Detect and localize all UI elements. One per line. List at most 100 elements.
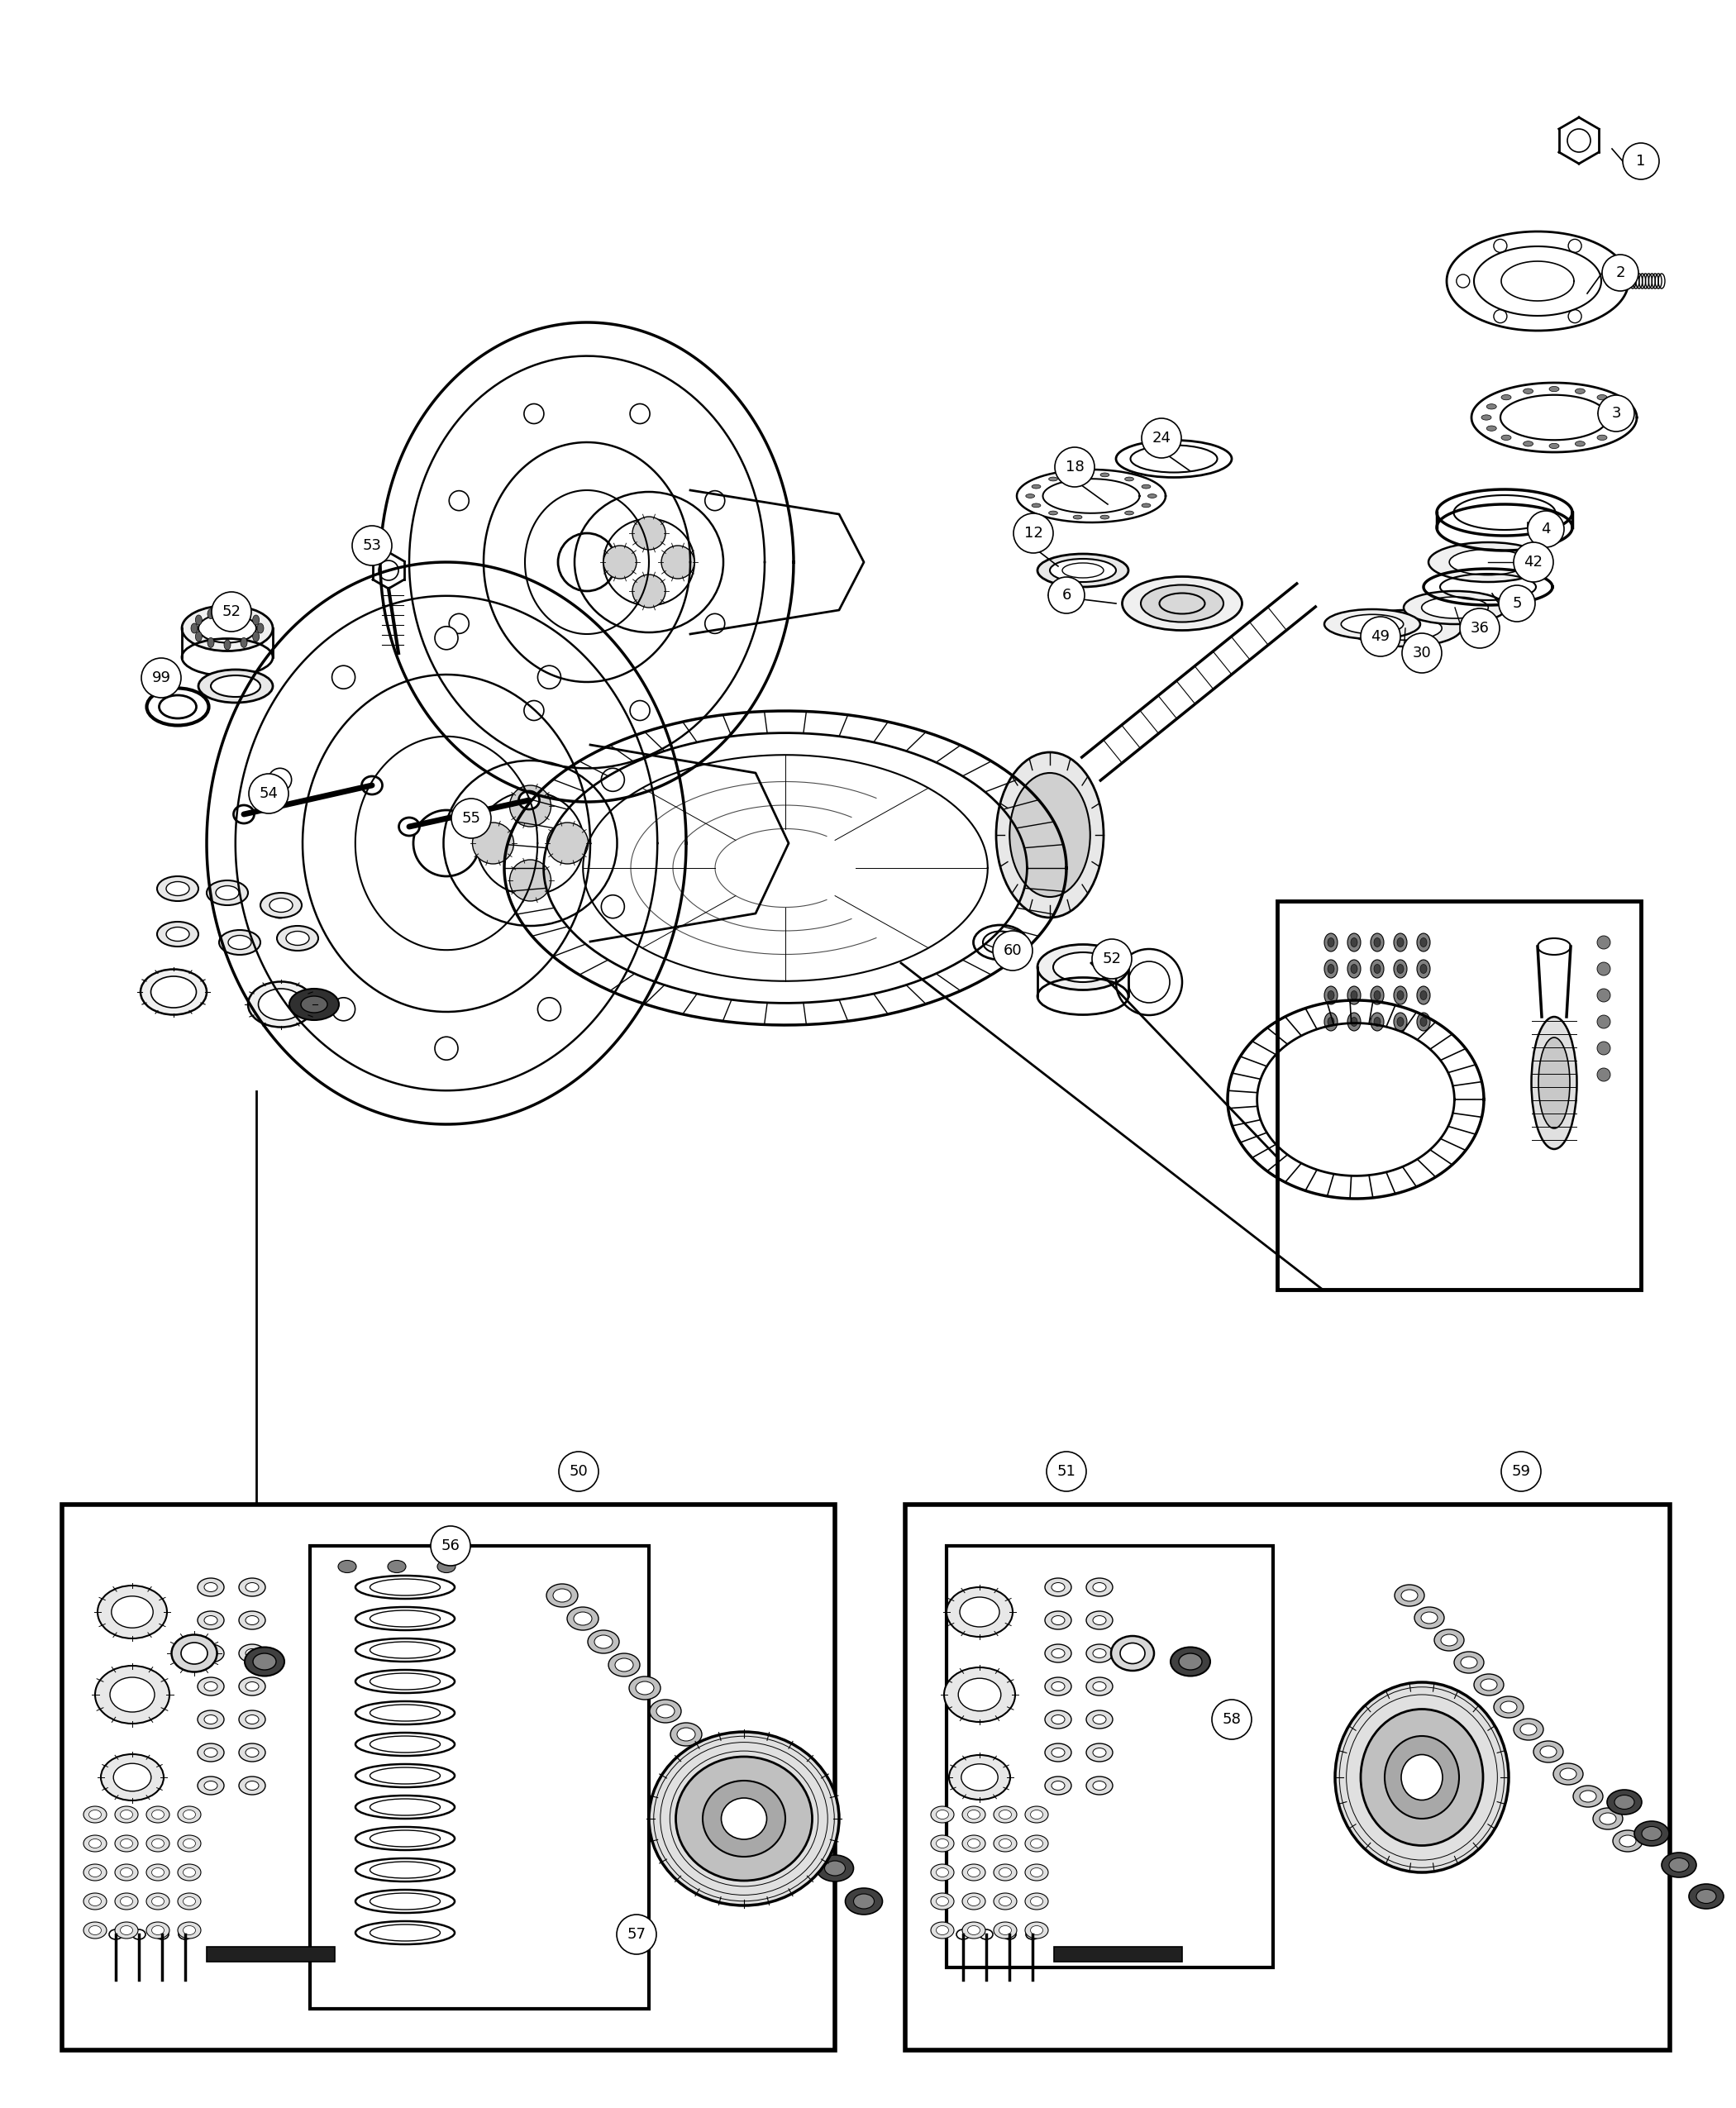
Circle shape bbox=[604, 546, 637, 580]
Ellipse shape bbox=[930, 1922, 955, 1939]
Ellipse shape bbox=[1661, 1853, 1696, 1878]
Ellipse shape bbox=[1141, 584, 1224, 622]
Ellipse shape bbox=[615, 1659, 634, 1672]
Ellipse shape bbox=[1434, 1629, 1463, 1651]
Ellipse shape bbox=[245, 1716, 259, 1724]
Ellipse shape bbox=[795, 1828, 816, 1842]
Ellipse shape bbox=[1052, 1716, 1064, 1724]
Ellipse shape bbox=[207, 881, 248, 904]
Ellipse shape bbox=[240, 1611, 266, 1629]
Ellipse shape bbox=[1347, 934, 1361, 951]
Ellipse shape bbox=[240, 1710, 266, 1729]
Ellipse shape bbox=[224, 607, 231, 618]
Ellipse shape bbox=[1094, 1748, 1106, 1758]
Ellipse shape bbox=[608, 1653, 641, 1676]
Ellipse shape bbox=[1514, 1718, 1543, 1739]
Ellipse shape bbox=[182, 1811, 196, 1819]
Ellipse shape bbox=[290, 989, 339, 1020]
Ellipse shape bbox=[1417, 1012, 1430, 1031]
Ellipse shape bbox=[1373, 991, 1380, 999]
Ellipse shape bbox=[958, 1678, 1002, 1712]
Circle shape bbox=[1493, 310, 1507, 323]
Ellipse shape bbox=[208, 637, 214, 647]
Ellipse shape bbox=[1010, 774, 1090, 896]
Ellipse shape bbox=[205, 1615, 217, 1625]
Ellipse shape bbox=[1689, 1885, 1724, 1908]
Ellipse shape bbox=[399, 818, 420, 835]
Ellipse shape bbox=[1125, 476, 1134, 481]
Ellipse shape bbox=[993, 1863, 1017, 1880]
Ellipse shape bbox=[1031, 1868, 1043, 1876]
Circle shape bbox=[524, 405, 543, 424]
Ellipse shape bbox=[146, 1807, 170, 1823]
Ellipse shape bbox=[1054, 953, 1113, 982]
Ellipse shape bbox=[974, 925, 1028, 959]
Ellipse shape bbox=[300, 997, 328, 1012]
Ellipse shape bbox=[1493, 1697, 1524, 1718]
Ellipse shape bbox=[1549, 443, 1559, 449]
Ellipse shape bbox=[635, 1682, 654, 1695]
Ellipse shape bbox=[83, 1836, 106, 1851]
Ellipse shape bbox=[1417, 934, 1430, 951]
Ellipse shape bbox=[1522, 388, 1533, 394]
Ellipse shape bbox=[719, 1775, 736, 1788]
Ellipse shape bbox=[1486, 426, 1496, 430]
Ellipse shape bbox=[1026, 1929, 1040, 1939]
Ellipse shape bbox=[962, 1764, 998, 1790]
Ellipse shape bbox=[1351, 938, 1358, 946]
Bar bbox=[207, 1948, 335, 1963]
Ellipse shape bbox=[167, 881, 189, 896]
Ellipse shape bbox=[1179, 1653, 1201, 1670]
Ellipse shape bbox=[89, 1897, 101, 1906]
Ellipse shape bbox=[1031, 1897, 1043, 1906]
Ellipse shape bbox=[1538, 1037, 1569, 1128]
Ellipse shape bbox=[962, 1863, 986, 1880]
Ellipse shape bbox=[1325, 987, 1337, 1003]
Text: 56: 56 bbox=[441, 1539, 460, 1554]
Ellipse shape bbox=[181, 1642, 208, 1663]
Ellipse shape bbox=[1404, 590, 1507, 624]
Ellipse shape bbox=[1373, 1018, 1380, 1027]
Ellipse shape bbox=[196, 632, 201, 641]
Ellipse shape bbox=[1611, 426, 1621, 430]
Ellipse shape bbox=[677, 1729, 694, 1741]
Ellipse shape bbox=[146, 1836, 170, 1851]
Ellipse shape bbox=[753, 1815, 785, 1838]
Ellipse shape bbox=[649, 1699, 681, 1722]
Ellipse shape bbox=[788, 1821, 825, 1849]
Circle shape bbox=[451, 799, 491, 839]
Ellipse shape bbox=[198, 1678, 224, 1695]
Ellipse shape bbox=[946, 1587, 1012, 1636]
Ellipse shape bbox=[1147, 493, 1156, 497]
Ellipse shape bbox=[83, 1863, 106, 1880]
Bar bbox=[1278, 900, 1641, 1290]
Bar bbox=[1054, 1948, 1182, 1963]
Ellipse shape bbox=[208, 609, 214, 620]
Circle shape bbox=[1142, 417, 1180, 457]
Ellipse shape bbox=[1397, 938, 1404, 946]
Ellipse shape bbox=[240, 1743, 266, 1762]
Ellipse shape bbox=[712, 1769, 743, 1792]
Ellipse shape bbox=[1045, 1678, 1071, 1695]
Ellipse shape bbox=[1368, 616, 1443, 641]
Text: 42: 42 bbox=[1524, 554, 1543, 569]
Ellipse shape bbox=[950, 1756, 1010, 1800]
Ellipse shape bbox=[1142, 485, 1151, 489]
Ellipse shape bbox=[151, 1868, 165, 1876]
Ellipse shape bbox=[1417, 959, 1430, 978]
Text: 58: 58 bbox=[1222, 1712, 1241, 1726]
Ellipse shape bbox=[361, 776, 382, 795]
Ellipse shape bbox=[219, 930, 260, 955]
Ellipse shape bbox=[120, 1868, 132, 1876]
Ellipse shape bbox=[1087, 1710, 1113, 1729]
Ellipse shape bbox=[957, 1929, 970, 1939]
Ellipse shape bbox=[759, 1790, 795, 1815]
Ellipse shape bbox=[1611, 405, 1621, 409]
Ellipse shape bbox=[95, 1665, 170, 1724]
Ellipse shape bbox=[205, 1748, 217, 1758]
Bar bbox=[311, 1545, 649, 2009]
Ellipse shape bbox=[1125, 510, 1134, 514]
Circle shape bbox=[1498, 586, 1535, 622]
Ellipse shape bbox=[1024, 1863, 1049, 1880]
Ellipse shape bbox=[589, 1629, 620, 1653]
